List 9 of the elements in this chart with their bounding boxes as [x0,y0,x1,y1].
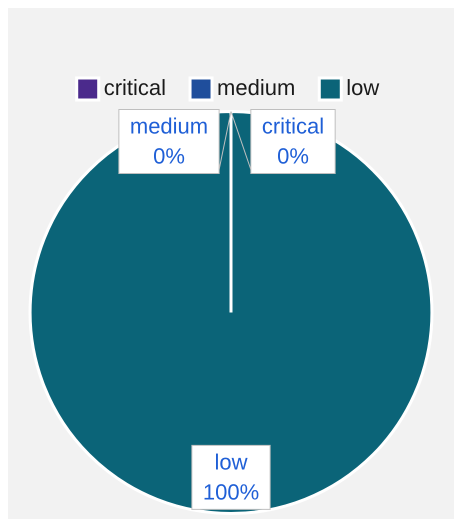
category-label: critical [262,114,324,139]
legend-label: medium [217,75,296,100]
legend-label: critical [104,75,166,100]
slice-label: low [214,449,248,474]
legend-label: low [346,75,380,100]
data-label: 100% [202,479,260,504]
text: 0% [277,144,309,169]
text: 0% [153,144,185,169]
category-label: medium [130,114,208,139]
